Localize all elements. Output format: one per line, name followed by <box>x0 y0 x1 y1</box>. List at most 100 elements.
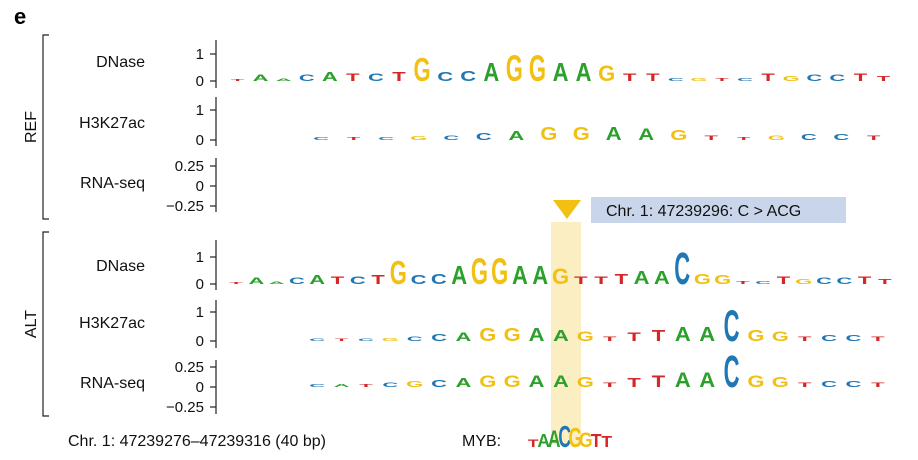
track-label-ref-rnaseq: RNA-seq <box>80 175 145 192</box>
logo-letter: C <box>299 73 315 84</box>
logo-letter: C <box>724 345 740 397</box>
tick-label: 0 <box>196 276 204 293</box>
logo-letter: A <box>675 324 691 346</box>
logo-letter: C <box>378 137 394 141</box>
logo-letter: T <box>652 328 666 346</box>
logo-letter: C <box>443 135 459 142</box>
logo-letter: T <box>623 71 637 84</box>
logo-letter: G <box>598 61 615 86</box>
logo-letter: A <box>322 69 338 83</box>
logo-letter: C <box>431 377 447 389</box>
logo-letter: C <box>431 332 447 343</box>
logo-letter: C <box>476 130 492 142</box>
logo-letter: T <box>736 280 750 285</box>
logo-letter: G <box>783 75 800 83</box>
logo-letter: C <box>836 276 852 287</box>
logo-letter: T <box>878 278 891 286</box>
variant-callout-text: Chr. 1: 47239296: C > ACG <box>606 203 801 220</box>
logo-letter: C <box>350 274 366 287</box>
logo-letter: C <box>829 73 845 84</box>
tick-label: 0 <box>196 73 204 90</box>
logo-letter: G <box>577 328 594 344</box>
logo-letter: G <box>768 135 785 142</box>
tick-label: 0 <box>196 132 204 149</box>
logo-letter: T <box>627 376 641 390</box>
variant-highlight <box>551 222 581 444</box>
logo-letter: T <box>867 135 881 142</box>
logo-letter: T <box>798 336 812 343</box>
logo-letter: T <box>761 71 775 84</box>
logo-letter: G <box>747 372 764 391</box>
logo-letter: T <box>777 274 791 287</box>
region-label: Chr. 1: 47239276–47239316 (40 bp) <box>68 433 326 450</box>
logo-letter: G <box>506 47 523 90</box>
logo-letter: G <box>552 264 569 289</box>
logo-letter: G <box>504 372 521 391</box>
logo-letter: C <box>437 69 453 83</box>
logo-letter: T <box>594 274 608 287</box>
logo-letter: A <box>451 261 467 290</box>
logo-letter: T <box>871 336 885 343</box>
logo-letter: C <box>801 132 817 142</box>
logo-letter: A <box>654 268 670 288</box>
logo-letter: C <box>411 272 427 286</box>
logo-letter: T <box>528 438 539 450</box>
logo-letter: G <box>694 270 711 287</box>
logo-letter: C <box>460 67 476 84</box>
logo-letter: A <box>553 372 569 391</box>
logo-letter: G <box>772 328 789 344</box>
logo-letter: A <box>309 272 325 286</box>
logo-letter: G <box>714 272 731 286</box>
logo-letter: T <box>371 272 384 286</box>
logo-letter: G <box>772 374 789 390</box>
logo-letter: C <box>833 132 849 142</box>
logo-letter: C <box>737 77 754 82</box>
logo-letter: A <box>699 369 715 392</box>
logo-letter: A <box>699 324 715 346</box>
logo-letter: C <box>846 334 862 343</box>
logo-letter: A <box>334 384 351 388</box>
logo-letter: A <box>483 58 499 87</box>
logo-letter: T <box>359 384 373 388</box>
logo-letter: A <box>634 268 650 288</box>
logo-letter: C <box>289 276 305 287</box>
logo-letter: C <box>431 270 447 287</box>
logo-letter: T <box>346 71 360 84</box>
tick-label: −0.25 <box>166 198 204 215</box>
logo-letter: G <box>406 379 423 389</box>
logo-letter: A <box>675 369 691 392</box>
logo-letter: G <box>670 127 687 143</box>
logo-letter: C <box>674 243 690 294</box>
tick-label: 1 <box>196 46 204 63</box>
logo-letter: C <box>806 73 822 84</box>
logo-letter: T <box>229 282 243 285</box>
tick-label: 0.25 <box>175 158 204 175</box>
logo-letter: C <box>724 302 740 351</box>
logo-letter: G <box>479 372 496 391</box>
logo-letter: A <box>553 328 569 346</box>
logo-letter: T <box>347 137 361 141</box>
logo-letter: A <box>508 129 524 143</box>
logo-letter: T <box>615 270 629 287</box>
logo-letter: G <box>390 254 407 292</box>
logo-letter: G <box>491 250 508 293</box>
logo-letter: A <box>253 73 269 84</box>
logo-letter: T <box>591 431 602 451</box>
logo-letter: A <box>269 281 285 285</box>
logo-letter: T <box>652 372 666 391</box>
logo-letter: G <box>747 328 764 346</box>
panel-letter: e <box>14 4 26 29</box>
logo-letter: A <box>455 330 471 344</box>
logo-letter: G <box>568 422 582 453</box>
motif-label: MYB: <box>462 433 501 450</box>
logo-letter: C <box>313 137 329 141</box>
logo-letter: A <box>276 78 292 82</box>
track-label-alt-dnase: DNase <box>96 258 145 275</box>
logo-letter: T <box>331 274 345 287</box>
tick-label: 0.25 <box>175 359 204 376</box>
